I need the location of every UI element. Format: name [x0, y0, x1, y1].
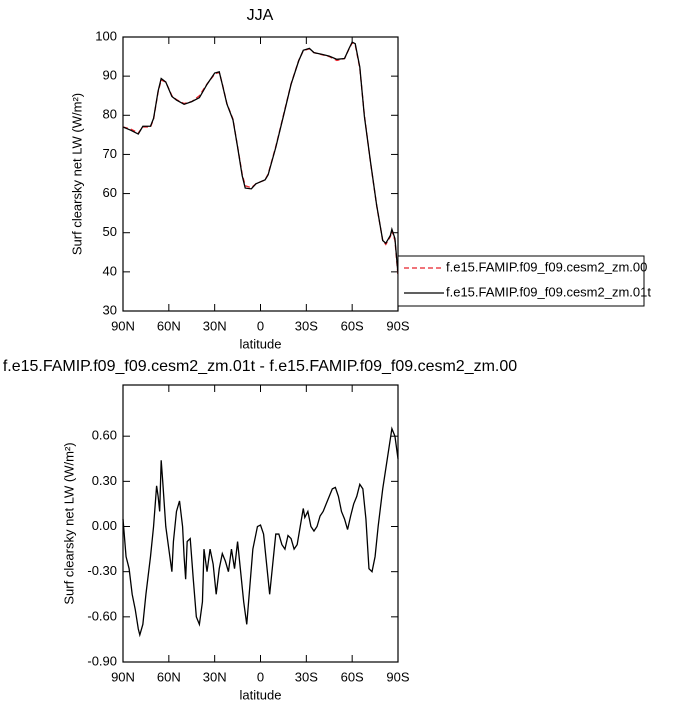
y-tick-label: 100 [95, 28, 117, 43]
plot-frame [122, 36, 399, 312]
y-tick-label: 0.00 [92, 518, 117, 533]
y-tick-label: -0.90 [87, 653, 117, 668]
y-tick-label: 0.30 [92, 473, 117, 488]
data-line [122, 41, 399, 274]
y-tick-label: 80 [103, 107, 117, 122]
y-axis-label: Surf clearsky net LW (W/m²) [69, 93, 84, 255]
x-tick-label: 90S [386, 669, 409, 684]
legend-label: f.e15.FAMIP.f09_f09.cesm2_zm.01t [446, 284, 651, 299]
y-tick-label: 0.60 [92, 428, 117, 443]
y-tick-label: 90 [103, 68, 117, 83]
y-tick-label: 50 [103, 224, 117, 239]
chart-title: JJA [247, 7, 274, 24]
x-tick-label: 60N [157, 669, 181, 684]
y-axis-label: Surf clearsky net LW (W/m²) [61, 442, 76, 604]
x-tick-label: 30S [295, 318, 318, 333]
x-tick-label: 30S [295, 669, 318, 684]
x-tick-label: 0 [257, 669, 264, 684]
legend-label: f.e15.FAMIP.f09_f09.cesm2_zm.00 [446, 259, 647, 274]
plot-frame [122, 384, 399, 663]
chart-title: f.e15.FAMIP.f09_f09.cesm2_zm.01t - f.e15… [3, 358, 517, 375]
y-tick-label: 30 [103, 302, 117, 317]
x-tick-label: 90S [386, 318, 409, 333]
x-tick-label: 60S [341, 669, 364, 684]
x-axis-label: latitude [240, 687, 282, 702]
x-axis-label: latitude [240, 336, 282, 351]
y-tick-label: -0.60 [87, 608, 117, 623]
y-tick-label: -0.30 [87, 563, 117, 578]
legend-box [397, 255, 645, 307]
y-tick-label: 40 [103, 263, 117, 278]
x-tick-label: 60N [157, 318, 181, 333]
data-line [122, 41, 399, 276]
y-tick-label: 60 [103, 185, 117, 200]
x-tick-label: 0 [257, 318, 264, 333]
x-tick-label: 60S [341, 318, 364, 333]
data-line [122, 426, 399, 638]
y-tick-label: 70 [103, 146, 117, 161]
x-tick-label: 90N [111, 669, 135, 684]
x-tick-label: 30N [203, 318, 227, 333]
x-tick-label: 30N [203, 669, 227, 684]
x-tick-label: 90N [111, 318, 135, 333]
